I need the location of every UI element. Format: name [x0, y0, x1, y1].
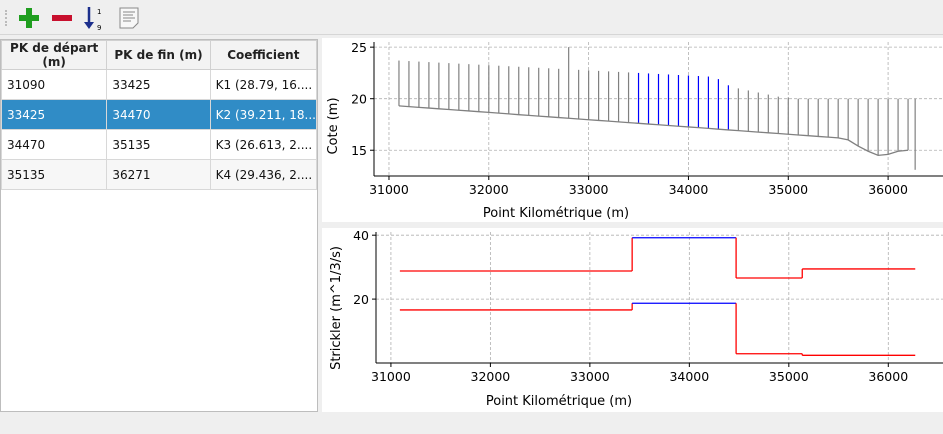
y-tick-label: 40 [353, 228, 369, 243]
y-axis-label: Strickler (m^1/3/s) [329, 246, 344, 370]
x-tick-label: 32000 [471, 369, 511, 384]
table-row[interactable]: 35135 36271 K4 (29.436, 2.... [0, 159, 318, 190]
cell[interactable]: 35135 [106, 129, 211, 160]
cell[interactable]: 34470 [0, 129, 108, 160]
x-tick-label: 31000 [371, 369, 411, 384]
x-axis-label: Point Kilométrique (m) [486, 394, 632, 409]
column-header-end[interactable]: PK de fin (m) [106, 40, 211, 70]
x-tick-label: 33000 [570, 369, 610, 384]
column-header-start[interactable]: PK de départ (m) [0, 40, 108, 70]
table-row[interactable]: 31090 33425 K1 (28.79, 16.... [0, 69, 318, 100]
cell[interactable]: K2 (39.211, 18... [209, 99, 318, 130]
cell[interactable]: K3 (26.613, 2.... [209, 129, 318, 160]
table-row-selected[interactable]: 33425 34470 K2 (39.211, 18... [0, 99, 318, 130]
toolbar-grip[interactable] [5, 10, 8, 26]
cell[interactable]: 36271 [106, 159, 211, 190]
x-tick-label: 35000 [769, 369, 809, 384]
cell[interactable]: 34470 [106, 99, 211, 130]
strickler-chart-panel: 31000 32000 33000 34000 35000 36000 20 40 Point… [322, 228, 943, 412]
coefficient-table: PK de départ (m) PK de fin (m) Coefficie… [0, 39, 318, 412]
x-tick-label: 31000 [369, 182, 409, 197]
cell[interactable]: K4 (29.436, 2.... [209, 159, 318, 190]
x-tick-label: 34000 [669, 182, 709, 197]
add-icon[interactable] [16, 5, 42, 31]
x-tick-label: 35000 [768, 182, 808, 197]
x-tick-label: 33000 [569, 182, 609, 197]
cell[interactable]: 31090 [0, 69, 108, 100]
x-axis-label: Point Kilométrique (m) [483, 206, 629, 221]
strickler-chart: 31000 32000 33000 34000 35000 36000 20 40 Point… [329, 228, 943, 409]
sort-icon[interactable]: 19 [82, 5, 108, 31]
x-tick-label: 36000 [868, 182, 908, 197]
profile-chart-panel: 31000 32000 33000 34000 35000 36000 15 20 25 Poi… [322, 38, 943, 222]
document-icon[interactable] [116, 5, 142, 31]
x-tick-label: 36000 [868, 369, 908, 384]
table-row[interactable]: 34470 35135 K3 (26.613, 2.... [0, 129, 318, 160]
cell[interactable]: K1 (28.79, 16.... [209, 69, 318, 100]
profile-chart: 31000 32000 33000 34000 35000 36000 15 20 25 Poi… [326, 40, 943, 221]
x-tick-label: 34000 [669, 369, 709, 384]
y-tick-label: 20 [353, 292, 369, 307]
svg-text:9: 9 [97, 24, 101, 31]
y-tick-label: 20 [351, 92, 367, 107]
bed-line [398, 105, 909, 157]
cell[interactable]: 35135 [0, 159, 108, 190]
y-tick-label: 25 [351, 40, 367, 55]
y-tick-label: 15 [351, 143, 367, 158]
cell[interactable]: 33425 [0, 99, 108, 130]
y-axis-label: Cote (m) [326, 97, 341, 154]
column-header-coefficient[interactable]: Coefficient [209, 40, 318, 70]
status-bar [0, 413, 943, 434]
cell[interactable]: 33425 [106, 69, 211, 100]
svg-text:1: 1 [97, 8, 101, 16]
x-tick-label: 32000 [469, 182, 509, 197]
remove-icon[interactable] [49, 5, 75, 31]
